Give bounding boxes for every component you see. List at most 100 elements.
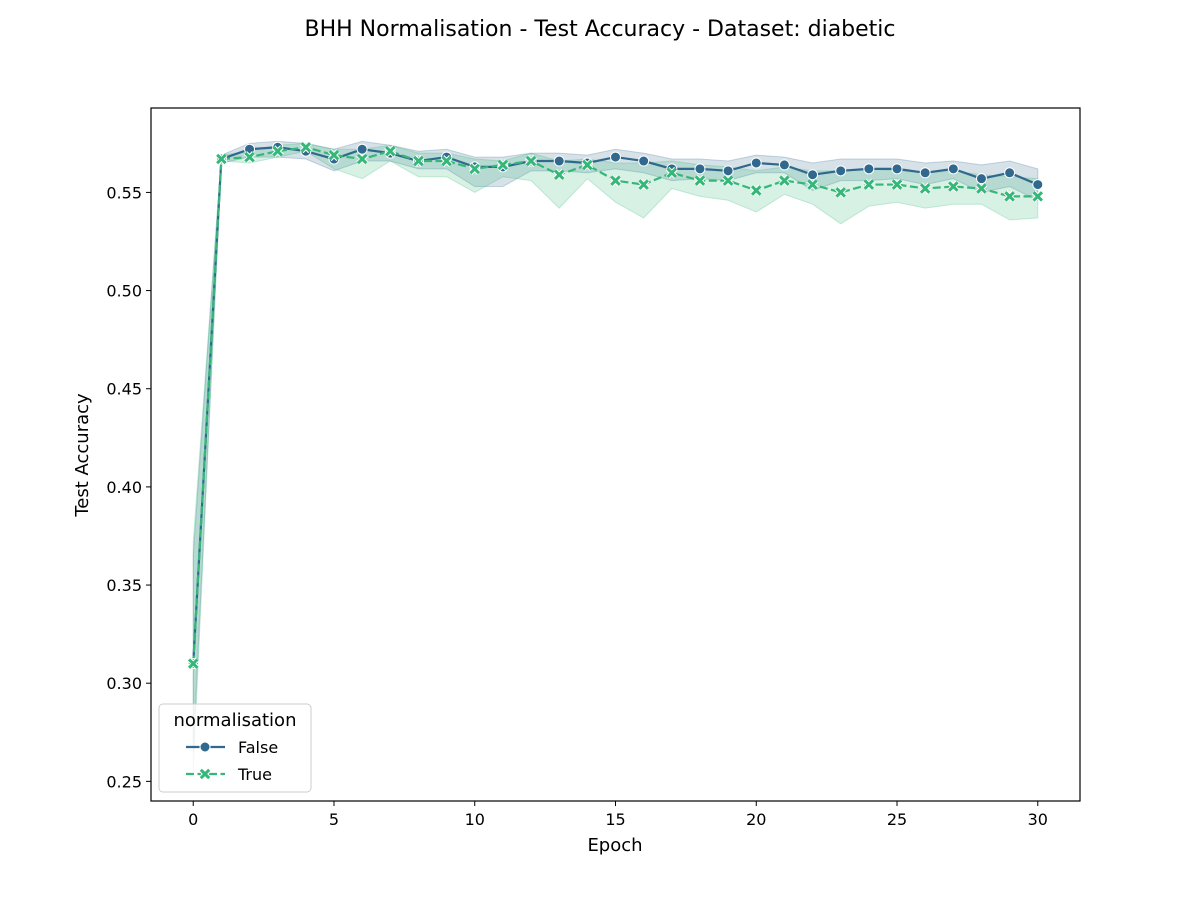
data-point-true [187,657,200,670]
marker-cross [441,155,452,167]
marker-cross [385,145,396,157]
legend: normalisation False True [158,703,312,793]
y-tick-label: 0.25 [106,772,142,791]
x-tick-label: 30 [1028,810,1048,829]
data-point-false [638,155,650,167]
data-point-false [807,169,819,181]
marker-cross [553,169,565,181]
marker-cross [525,155,537,167]
marker-cross [1004,191,1015,202]
data-point-true [299,141,312,154]
data-point-true [778,174,791,187]
data-point-true [750,184,763,197]
marker-cross [835,187,846,198]
data-point-true [862,178,875,191]
y-tick-label: 0.40 [106,478,142,497]
data-point-true [665,166,678,179]
y-tick-label: 0.35 [106,576,142,595]
x-tick-label: 5 [329,810,339,829]
data-point-true [975,182,988,195]
x-axis-label: Epoch [587,835,642,856]
marker-cross [863,179,875,190]
legend-items: False True [186,738,278,784]
x-tick-label: 10 [465,810,485,829]
data-point-true [722,174,735,187]
legend-label-false: False [238,738,278,757]
legend-marker-false [199,741,211,753]
data-point-true [919,182,932,195]
data-point-true [412,155,425,167]
ci-band-true [192,142,1039,772]
marker-cross [328,149,340,161]
data-point-true [1031,190,1044,203]
plot-frame [150,107,1081,802]
data-point-false [863,163,875,175]
x-tick-label: 15 [605,810,625,829]
data-point-true [243,151,256,164]
marker-cross [919,183,931,194]
data-point-true [215,153,228,166]
data-point-true [356,153,369,166]
marker-cross [948,181,959,192]
series-markers [187,141,1044,670]
marker-cross [722,175,734,186]
data-point-true [468,162,481,175]
data-point-false [1032,179,1044,191]
data-point-false [975,173,987,185]
confidence-bands [192,140,1039,772]
legend-item-true: True [186,765,272,784]
data-point-false [553,155,565,167]
marker-cross [582,159,593,171]
marker-cross [187,658,199,669]
y-tick-label: 0.55 [106,183,142,202]
y-tick-label: 0.45 [106,380,142,399]
data-point-false [1004,167,1016,179]
data-point-true [581,158,594,171]
data-point-false [778,159,790,171]
marker-cross [666,167,678,179]
data-point-true [271,145,284,158]
data-point-true [328,149,340,162]
marker-cross [356,153,368,165]
x-tick-label: 25 [887,810,907,829]
y-tick-label: 0.30 [106,674,142,693]
legend-item-false: False [186,738,278,757]
data-point-true [553,168,566,181]
data-point-true [834,186,847,199]
y-tick-label: 0.50 [106,282,142,301]
legend-box [158,703,312,793]
marker-cross [216,153,227,165]
data-point-false [610,151,621,163]
marker-cross [694,175,706,186]
data-point-true [525,155,538,167]
data-point-true [440,155,453,167]
data-point-true [384,145,397,158]
x-axis-ticks: 0 5 10 15 20 25 30 [188,801,1048,829]
marker-cross [976,183,987,194]
marker-cross [272,145,283,157]
marker-cross [244,151,255,163]
data-point-true [693,174,706,187]
marker-cross [891,179,903,190]
data-point-false [722,165,734,177]
data-point-false [750,157,762,169]
data-point-true [609,174,622,187]
y-axis-label: Test Accuracy [72,393,93,518]
plot-area [150,107,1081,802]
marker-cross [807,179,818,190]
data-point-false [919,167,931,179]
legend-title: normalisation [174,710,297,731]
data-point-false [835,165,847,177]
marker-cross [750,185,762,196]
data-point-true [637,178,650,191]
marker-cross [610,175,621,186]
ci-band-false [192,140,1039,752]
x-tick-label: 0 [188,810,198,829]
legend-marker-true [199,768,211,780]
data-point-false [947,163,959,175]
data-point-false [694,163,706,175]
data-point-true [891,178,903,191]
legend-label-true: True [237,765,272,784]
data-point-true [806,178,819,191]
